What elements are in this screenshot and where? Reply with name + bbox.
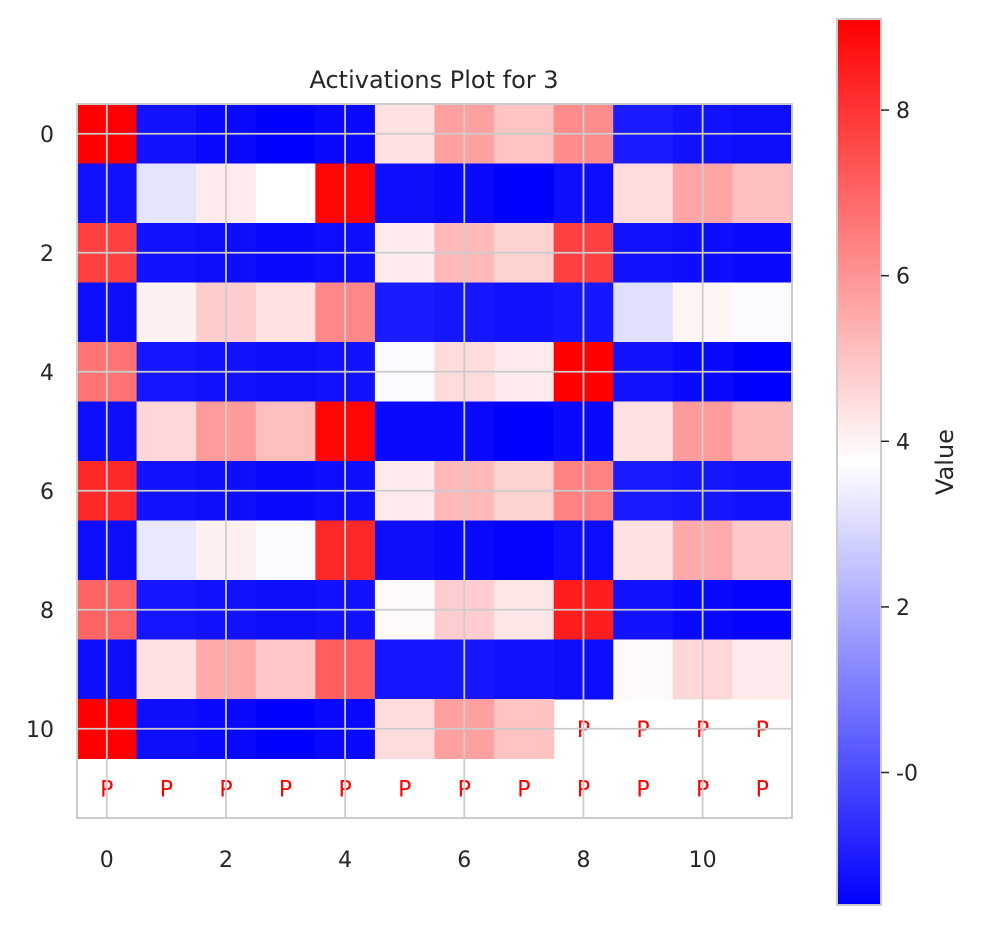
heatmap-cell [613,401,674,462]
heatmap-cell [374,639,435,700]
heatmap-cell [374,163,435,224]
x-tick-label: 2 [219,848,233,873]
heatmap-cell [494,401,555,462]
colorbar-tick-label: 8 [896,99,910,124]
heatmap-cell [374,401,435,462]
colorbar-tick-label: 4 [896,430,910,455]
padding-marker: P [756,718,769,743]
heatmap-cell [136,163,197,224]
heatmap-cell [136,639,197,700]
heatmap-cell [255,163,316,224]
y-axis-ticks: 0 2 4 6 8 10 [26,123,54,743]
colorbar-label: Value [931,429,959,495]
heatmap-cell [732,639,793,700]
colorbar-tick-label: -0 [896,762,918,787]
heatmap-cell [136,520,197,581]
heatmap-cell [613,163,674,224]
y-tick-label: 0 [40,123,54,148]
x-tick-label: 10 [689,848,717,873]
heatmap-cell [613,282,674,343]
heatmap-cell [374,282,435,343]
heatmap-cell [613,639,674,700]
padding-marker: P [160,777,173,802]
heatmap-cell [136,401,197,462]
colorbar-tick-label: 6 [896,265,910,290]
padding-marker: P [279,777,292,802]
colorbar-ticks: -0 2 4 6 8 [881,99,918,787]
heatmap-cell [732,401,793,462]
padding-marker: P [636,777,649,802]
plot-frame [76,103,793,819]
colorbar-tick-label: 2 [896,596,910,621]
heatmap-cells [77,104,793,759]
heatmap-cell [494,163,555,224]
x-tick-label: 0 [100,848,114,873]
heatmap-cell [613,520,674,581]
heatmap-cell [374,520,435,581]
padding-markers: PPPPPPPPPPPPPPPP [100,718,769,803]
heatmap-cell [136,282,197,343]
heatmap-cell [255,520,316,581]
heatmap-cell [494,282,555,343]
heatmap-cell [494,520,555,581]
x-axis-ticks: 0 2 4 6 8 10 [100,848,717,873]
x-tick-label: 8 [576,848,590,873]
chart-title: Activations Plot for 3 [309,66,558,94]
heatmap-cell [732,282,793,343]
heatmap-cell [255,401,316,462]
heatmap-cell [494,639,555,700]
y-tick-label: 8 [40,599,54,624]
grid-lines [77,104,792,818]
padding-marker: P [756,777,769,802]
heatmap-cell [732,163,793,224]
heatmap-cell [732,520,793,581]
y-tick-label: 6 [40,480,54,505]
y-tick-label: 10 [26,718,54,743]
padding-marker: P [636,718,649,743]
padding-marker: P [517,777,530,802]
x-tick-label: 6 [457,848,471,873]
heatmap-cell [255,639,316,700]
padding-marker: P [398,777,411,802]
colorbar [836,18,882,906]
heatmap-cell [255,282,316,343]
x-tick-label: 4 [338,848,352,873]
y-tick-label: 4 [40,361,54,386]
y-tick-label: 2 [40,242,54,267]
